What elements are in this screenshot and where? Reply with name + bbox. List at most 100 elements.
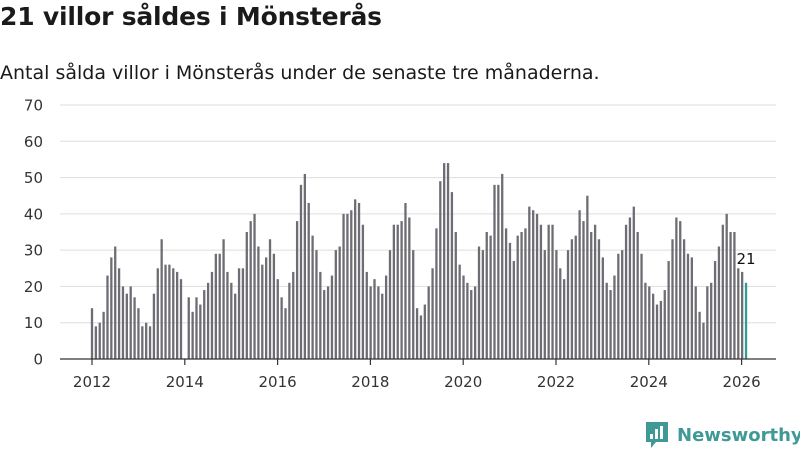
bar bbox=[307, 202, 310, 359]
bar bbox=[547, 224, 550, 359]
bar bbox=[621, 250, 624, 359]
bar bbox=[148, 326, 152, 359]
bar bbox=[729, 232, 732, 359]
bar bbox=[408, 217, 411, 359]
annotations: 21 bbox=[736, 250, 755, 268]
bar-highlight bbox=[744, 282, 748, 359]
y-tick-label: 20 bbox=[24, 278, 43, 296]
bar bbox=[427, 286, 430, 359]
chart-subtitle: Antal sålda villor i Mönsterås under de … bbox=[0, 62, 600, 84]
chart-title: 21 villor såldes i Mönsterås bbox=[0, 2, 382, 31]
bar bbox=[562, 279, 566, 359]
bar bbox=[733, 232, 736, 359]
bar bbox=[686, 253, 690, 359]
bar bbox=[535, 213, 539, 359]
bar bbox=[164, 264, 167, 359]
bar bbox=[412, 250, 415, 359]
bar bbox=[102, 311, 105, 359]
bar bbox=[477, 246, 481, 359]
bar bbox=[628, 217, 632, 359]
bar bbox=[94, 326, 98, 359]
bar bbox=[384, 275, 388, 359]
bar bbox=[667, 261, 670, 359]
bar bbox=[609, 290, 612, 359]
bar bbox=[195, 297, 198, 359]
bar bbox=[311, 235, 314, 359]
bar bbox=[725, 213, 728, 359]
bar bbox=[257, 246, 260, 359]
bar bbox=[330, 275, 334, 359]
bar bbox=[702, 322, 705, 359]
bar bbox=[357, 202, 361, 359]
bar bbox=[272, 253, 276, 359]
bar bbox=[501, 173, 504, 359]
bar bbox=[450, 192, 454, 359]
bar bbox=[481, 250, 485, 359]
bar bbox=[737, 268, 740, 359]
bar bbox=[90, 308, 94, 359]
bar bbox=[497, 184, 500, 359]
x-tick-label: 2022 bbox=[537, 373, 575, 391]
bar bbox=[396, 224, 399, 359]
bar bbox=[241, 268, 245, 359]
bar bbox=[261, 264, 264, 359]
bar bbox=[117, 268, 121, 359]
bar bbox=[532, 210, 535, 359]
bar bbox=[346, 213, 349, 359]
bar bbox=[493, 184, 496, 359]
x-tick-label: 2026 bbox=[723, 373, 761, 391]
bar bbox=[361, 224, 365, 359]
bar bbox=[524, 228, 527, 359]
bar bbox=[713, 261, 717, 359]
bar bbox=[613, 275, 616, 359]
y-tick-label: 0 bbox=[33, 351, 43, 369]
brand-logo[interactable]: Newsworthy bbox=[644, 420, 800, 450]
bar bbox=[145, 322, 148, 359]
bar bbox=[466, 282, 469, 359]
bar bbox=[365, 271, 368, 359]
bar bbox=[276, 279, 279, 359]
bar bbox=[191, 311, 194, 359]
bar bbox=[431, 268, 434, 359]
bar bbox=[288, 282, 291, 359]
bar bbox=[454, 232, 457, 359]
x-tick-label: 2024 bbox=[630, 373, 668, 391]
x-tick-label: 2016 bbox=[259, 373, 297, 391]
bar bbox=[334, 250, 337, 359]
bar bbox=[679, 221, 682, 359]
bar bbox=[512, 261, 515, 359]
bar bbox=[133, 297, 136, 359]
y-tick-label: 50 bbox=[24, 169, 43, 187]
bar bbox=[110, 257, 113, 359]
bar bbox=[179, 279, 183, 359]
bar bbox=[423, 304, 426, 359]
bar bbox=[187, 297, 190, 359]
bar bbox=[470, 290, 473, 359]
bar bbox=[694, 286, 697, 359]
bar bbox=[682, 239, 686, 359]
x-tick-label: 2018 bbox=[351, 373, 389, 391]
bar bbox=[663, 290, 666, 359]
bar bbox=[446, 163, 450, 359]
bar bbox=[218, 253, 221, 359]
bar bbox=[504, 228, 508, 359]
x-tick-label: 2012 bbox=[73, 373, 111, 391]
bar bbox=[137, 308, 140, 359]
bar bbox=[319, 271, 322, 359]
bar bbox=[559, 268, 562, 359]
bar bbox=[160, 239, 163, 359]
bar bbox=[172, 268, 175, 359]
bar bbox=[597, 239, 601, 359]
bar bbox=[655, 304, 659, 359]
bar bbox=[435, 228, 438, 359]
bar bbox=[721, 224, 724, 359]
bar bbox=[284, 308, 287, 359]
bar bbox=[175, 271, 179, 359]
bar bbox=[659, 300, 663, 359]
bar bbox=[268, 239, 272, 359]
bar bbox=[520, 232, 523, 359]
bar bbox=[342, 213, 345, 359]
bar bbox=[636, 232, 639, 359]
bar bbox=[640, 253, 643, 359]
bar bbox=[214, 253, 217, 359]
